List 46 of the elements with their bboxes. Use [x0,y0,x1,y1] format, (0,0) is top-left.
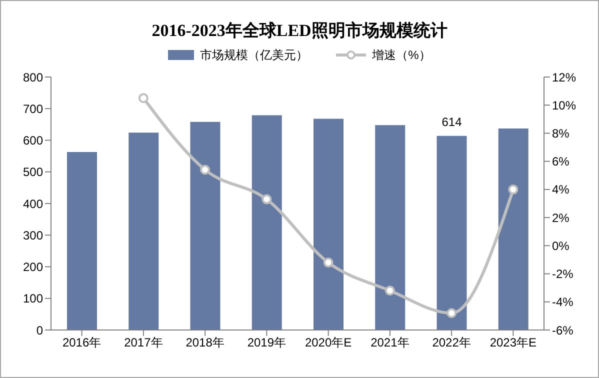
y2-tick-label: 0% [552,238,570,253]
y-tick-label: 500 [22,165,44,180]
y2-tick-label: 12% [552,70,576,84]
y2-tick-label: -2% [552,267,574,282]
x-tick-label: 2020年E [304,336,352,350]
y2-tick-label: 2% [552,210,570,225]
y2-tick-label: -6% [552,323,574,338]
y-tick-label: 600 [22,134,44,148]
bar [190,122,220,330]
x-tick-label: 2021年 [370,336,410,350]
y-tick-label: 100 [22,292,44,306]
point [262,194,272,204]
x-tick-label: 2016年 [62,336,102,350]
bar [67,152,97,330]
x-tick-label: 2019年 [247,336,286,350]
x-tick-label: 2018年 [186,336,224,350]
point [138,93,148,104]
x-tick-label: 2017年 [124,336,163,350]
y2-tick-label: 10% [552,98,576,112]
point [323,258,334,268]
x-tick-label: 2022年 [432,336,471,350]
y-tick-label: 400 [22,196,44,211]
chart-title: 2016-2023年全球LED照明市场规模统计 [150,20,448,42]
bar [375,125,406,330]
bar [252,115,282,330]
y2-tick-label: -4% [552,295,574,310]
data-label: 614 [442,114,462,129]
point [446,308,457,318]
y-tick-label: 200 [22,260,44,274]
y-tick-label: 300 [22,228,44,242]
legend-label: 增速（%） [372,46,431,64]
bar [498,128,528,330]
y-tick-label: 700 [22,102,44,116]
y-tick-label: 800 [22,70,44,84]
y2-tick-label: 8% [552,126,570,140]
y-tick-label: 0 [36,323,44,338]
bar [314,118,344,330]
bar [128,132,159,330]
point [200,164,210,175]
y2-tick-label: 4% [552,182,570,197]
x-tick-label: 2023年E [490,336,537,350]
y2-tick-label: 6% [552,154,570,169]
point [508,184,518,194]
legend-label: 市场规模（亿美元） [200,46,308,64]
point [384,286,395,296]
bar [436,136,467,330]
